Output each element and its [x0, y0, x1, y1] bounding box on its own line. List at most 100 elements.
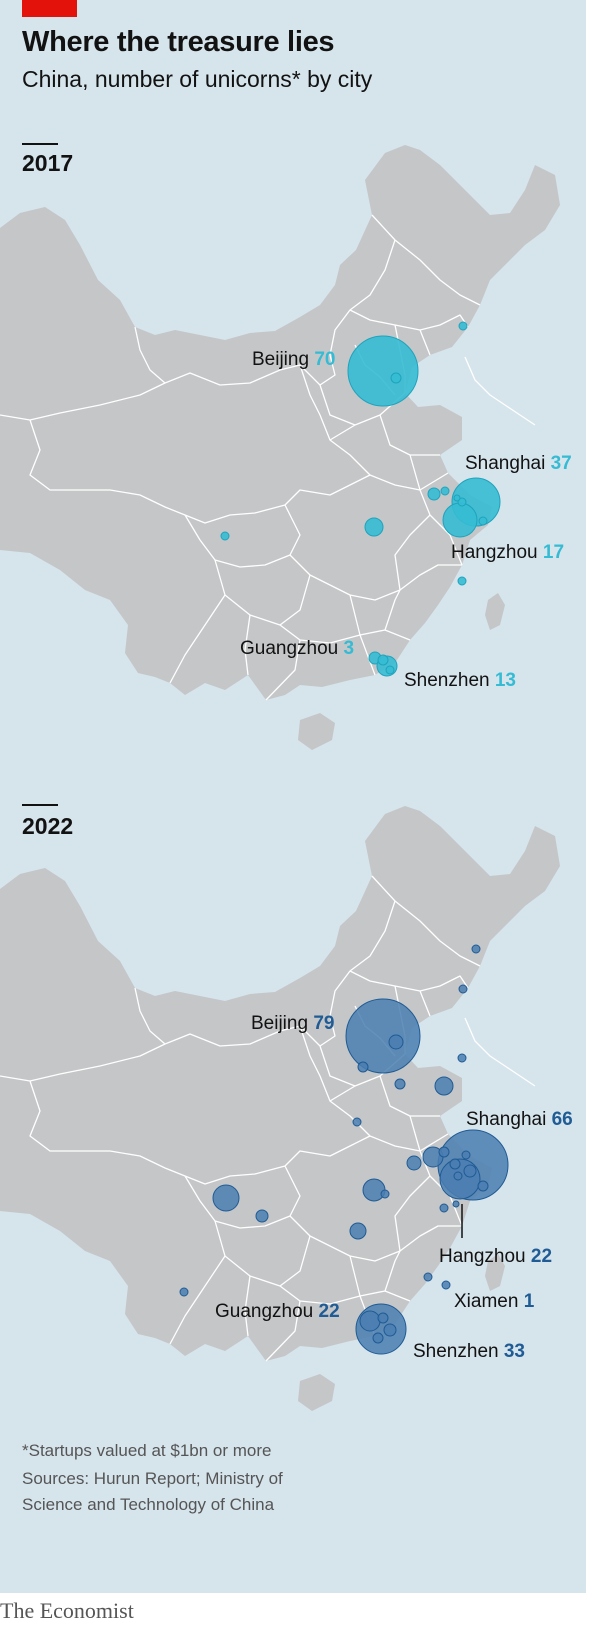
province-border [134, 987, 166, 1045]
province-border [134, 326, 166, 384]
province-border [214, 1220, 311, 1287]
province-border [279, 624, 411, 644]
unicorn-bubble-2022 [471, 944, 481, 954]
province-border [169, 1255, 226, 1345]
unicorn-bubble-2022 [463, 1164, 477, 1178]
province-border [299, 364, 449, 491]
unicorn-bubble-2017 [457, 497, 467, 507]
city-label-guangzhou-2017: Guangzhou 3 [240, 638, 354, 659]
province-border [289, 1215, 462, 1262]
unicorn-bubble-2017 [458, 321, 468, 331]
province-border [464, 356, 536, 426]
year-label-2022: 2022 [22, 813, 74, 839]
unicorn-bubble-2022 [179, 1287, 189, 1297]
province-border [394, 514, 431, 591]
unicorn-bubble-2022 [383, 1323, 397, 1337]
footnote-sources-1: Sources: Hurun Report; Ministry of [22, 1469, 283, 1488]
province-border [319, 384, 356, 426]
unicorn-bubble-2022 [255, 1209, 269, 1223]
city-label-hangzhou-2017: Hangzhou 17 [451, 542, 564, 563]
unicorn-bubble-2017 [385, 665, 395, 675]
unicorn-bubble-2022 [452, 1200, 460, 1208]
province-border [279, 1285, 411, 1305]
unicorn-bubble-2022 [388, 1034, 404, 1050]
city-label-beijing-2017: Beijing 70 [252, 349, 335, 370]
year-rule-2017 [22, 143, 58, 145]
province-border [244, 1275, 251, 1337]
unicorn-bubble-2022 [377, 1312, 389, 1324]
province-border [464, 1017, 536, 1087]
unicorn-bubble-2022 [359, 1310, 381, 1332]
province-border [379, 414, 440, 456]
city-label-xiamen-2022: Xiamen 1 [454, 1291, 535, 1312]
province-border [349, 1255, 361, 1297]
unicorn-bubble-2022 [457, 1053, 467, 1063]
unicorn-bubble-2017 [390, 372, 402, 384]
province-border [244, 614, 251, 676]
province-border [265, 1300, 301, 1362]
unicorn-bubble-2017 [442, 502, 478, 538]
china-landmass [0, 806, 560, 1361]
taiwan-island [485, 1254, 505, 1291]
province-border [371, 875, 481, 967]
unicorn-bubble-2022 [372, 1332, 384, 1344]
province-border [184, 1135, 371, 1229]
footnote-sources-2: Science and Technology of China [22, 1495, 275, 1514]
unicorn-bubble-2022 [461, 1150, 471, 1160]
city-label-shenzhen-2022: Shenzhen 33 [413, 1341, 525, 1362]
year-rule-2022 [22, 804, 58, 806]
unicorn-bubble-2017 [220, 531, 230, 541]
province-border [265, 639, 301, 701]
province-border [29, 419, 286, 524]
hainan-island [298, 1374, 335, 1411]
city-label-shanghai-2022: Shanghai 66 [466, 1109, 573, 1130]
unicorn-bubble-2022 [458, 984, 468, 994]
city-label-guangzhou-2022: Guangzhou 22 [215, 1301, 340, 1322]
taiwan-island [485, 593, 505, 630]
city-label-hangzhou-2022: Hangzhou 22 [439, 1246, 552, 1267]
hainan-island [298, 713, 335, 750]
unicorn-bubble-2022 [357, 1061, 369, 1073]
province-border [349, 594, 361, 636]
unicorn-bubble-2022 [449, 1158, 461, 1170]
city-label-shenzhen-2017: Shenzhen 13 [404, 670, 516, 691]
map-2017: Beijing 70 Shanghai 37 Hangzhou 17 Guang… [0, 145, 572, 750]
unicorn-bubble-2022 [439, 1203, 449, 1213]
unicorn-bubble-2022 [441, 1280, 451, 1290]
unicorn-bubble-2022 [434, 1076, 454, 1096]
province-border [379, 1075, 440, 1117]
province-border [184, 474, 371, 568]
unicorn-bubble-2022 [406, 1155, 422, 1171]
province-border [384, 1250, 401, 1292]
unicorn-bubble-2022 [380, 1189, 390, 1199]
unicorn-bubble-2017 [453, 494, 461, 502]
unicorn-bubble-2022 [349, 1222, 367, 1240]
unicorn-bubble-2022 [477, 1180, 489, 1192]
province-border [359, 634, 376, 676]
economist-logo: The Economist [0, 1598, 134, 1623]
unicorn-bubble-2017 [427, 487, 441, 501]
unicorn-bubble-2022 [212, 1184, 240, 1212]
unicorn-bubble-2017 [364, 517, 384, 537]
unicorn-bubble-2022 [453, 1171, 463, 1181]
unicorn-bubble-2017 [377, 654, 389, 666]
province-border [419, 990, 431, 1017]
page-title: Where the treasure lies [22, 26, 335, 58]
unicorn-bubble-2022 [362, 1178, 386, 1202]
map-2022: Beijing 79 Shanghai 66 Hangzhou 22 Xiame… [0, 806, 573, 1411]
province-border [394, 1175, 431, 1252]
province-border [419, 329, 431, 356]
province-border [29, 1080, 286, 1185]
province-border [169, 594, 226, 684]
china-landmass [0, 145, 560, 700]
province-border [371, 214, 481, 306]
unicorn-bubble-2017 [457, 576, 467, 586]
province-border [289, 554, 462, 601]
unicorn-bubble-2017 [347, 335, 419, 407]
province-border [319, 1045, 356, 1087]
province-border [214, 559, 311, 626]
unicorn-bubble-2022 [438, 1146, 450, 1158]
province-border [299, 239, 396, 386]
unicorn-bubble-2017 [440, 486, 450, 496]
page-subtitle: China, number of unicorns* by city [22, 66, 373, 92]
